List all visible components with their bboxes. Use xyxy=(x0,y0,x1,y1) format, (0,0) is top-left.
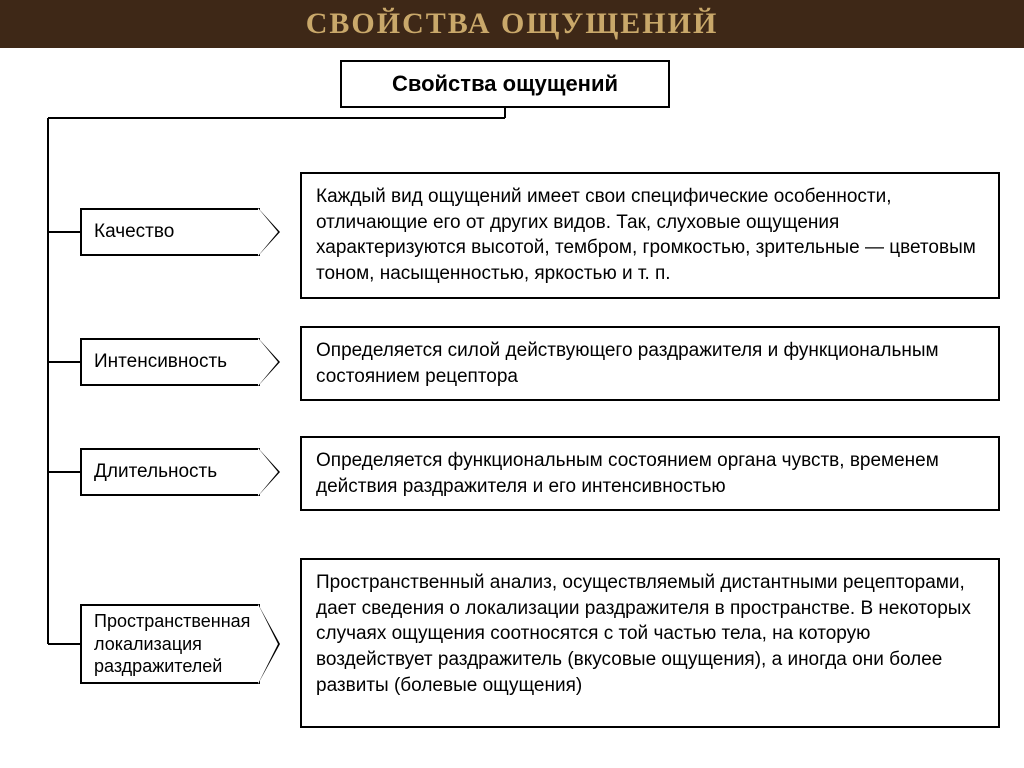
diagram-title: Свойства ощущений xyxy=(392,71,618,97)
property-label-text: Длительность xyxy=(94,460,217,484)
property-description-box: Каждый вид ощущений имеет свои специфиче… xyxy=(300,172,1000,299)
property-description: Каждый вид ощущений имеет свои специфиче… xyxy=(316,186,976,284)
property-label: Интенсивность xyxy=(80,338,260,386)
property-description: Определяется функциональным состоянием о… xyxy=(316,450,939,497)
property-description: Пространственный анализ, осуществляемый … xyxy=(316,572,971,696)
property-label: Длительность xyxy=(80,448,260,496)
property-label: Качество xyxy=(80,208,260,256)
diagram-area: Свойства ощущений Качество Каждый вид ощу… xyxy=(0,48,1024,768)
property-label-text: Пространственная локализация раздражител… xyxy=(94,610,250,678)
property-description: Определяется силой действующего раздражи… xyxy=(316,340,939,387)
property-label-text: Качество xyxy=(94,220,174,244)
slide-banner: СВОЙСТВА ОЩУЩЕНИЙ xyxy=(0,0,1024,48)
diagram-title-box: Свойства ощущений xyxy=(340,60,670,108)
property-description-box: Определяется функциональным состоянием о… xyxy=(300,436,1000,511)
banner-title: СВОЙСТВА ОЩУЩЕНИЙ xyxy=(306,7,719,41)
property-label: Пространственная локализация раздражител… xyxy=(80,604,260,684)
property-description-box: Пространственный анализ, осуществляемый … xyxy=(300,558,1000,728)
property-description-box: Определяется силой действующего раздражи… xyxy=(300,326,1000,401)
property-label-text: Интенсивность xyxy=(94,350,227,374)
